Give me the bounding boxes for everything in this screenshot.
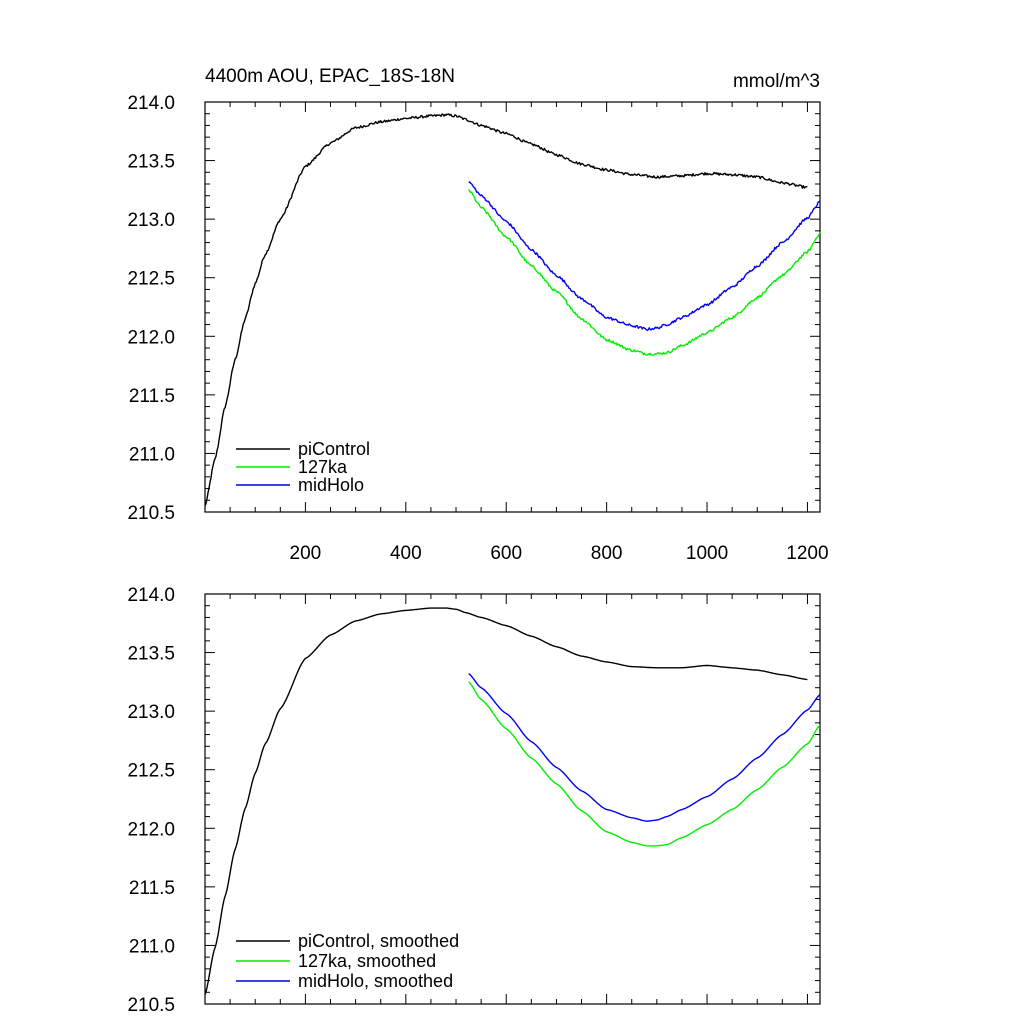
y-tick-label: 211.5	[129, 386, 175, 407]
y-tick-label: 212.5	[127, 269, 175, 290]
y-tick-label: 214.0	[127, 585, 175, 606]
plot-frame	[204, 593, 821, 1005]
chart-title: 4400m AOU, EPAC_18S-18N	[205, 66, 455, 87]
x-tick-label: 1000	[686, 543, 728, 564]
series-line-midHolo	[468, 181, 821, 331]
x-tick-label: 400	[390, 543, 422, 564]
legend-label-127ka: 127ka	[298, 457, 348, 477]
y-tick-label: 212.0	[127, 819, 175, 840]
y-tick-label: 213.5	[127, 644, 175, 665]
legend-label-piControl: piControl, smoothed	[298, 931, 459, 951]
y-tick-label: 210.5	[127, 503, 175, 524]
x-tick-label: 1200	[786, 543, 828, 564]
legend-label-midHolo: midHolo, smoothed	[298, 971, 453, 991]
y-tick-label: 213.0	[127, 210, 175, 231]
x-tick-label: 600	[490, 543, 522, 564]
series-line-piControl	[204, 607, 808, 995]
legend-label-piControl: piControl	[298, 439, 370, 459]
series-line-midHolo	[468, 673, 821, 822]
x-tick-label: 200	[290, 543, 322, 564]
top-panel: 4400m AOU, EPAC_18S-18N mmol/m^3 214.0 21…	[127, 66, 828, 564]
legend-label-midHolo: midHolo	[298, 475, 364, 495]
series-line-127ka	[468, 189, 821, 356]
units-label: mmol/m^3	[733, 71, 820, 92]
y-tick-label: 212.0	[127, 327, 175, 348]
y-tick-label: 211.0	[129, 936, 175, 957]
plot-frame	[204, 101, 821, 513]
y-tick-label: 210.5	[127, 995, 175, 1016]
y-tick-label: 211.0	[129, 444, 175, 465]
y-tick-label: 211.5	[129, 878, 175, 899]
y-tick-label: 212.5	[127, 761, 175, 782]
legend-label-127ka: 127ka, smoothed	[298, 951, 436, 971]
bottom-panel: 214.0 213.5 213.0 212.5 212.0 211.5 211.0 210.5…	[127, 585, 821, 1016]
series-line-127ka	[468, 681, 821, 847]
series-line-piControl	[204, 113, 808, 507]
y-tick-label: 213.5	[127, 152, 175, 173]
y-tick-label: 214.0	[127, 93, 175, 114]
y-tick-label: 213.0	[127, 702, 175, 723]
x-tick-label: 800	[591, 543, 623, 564]
